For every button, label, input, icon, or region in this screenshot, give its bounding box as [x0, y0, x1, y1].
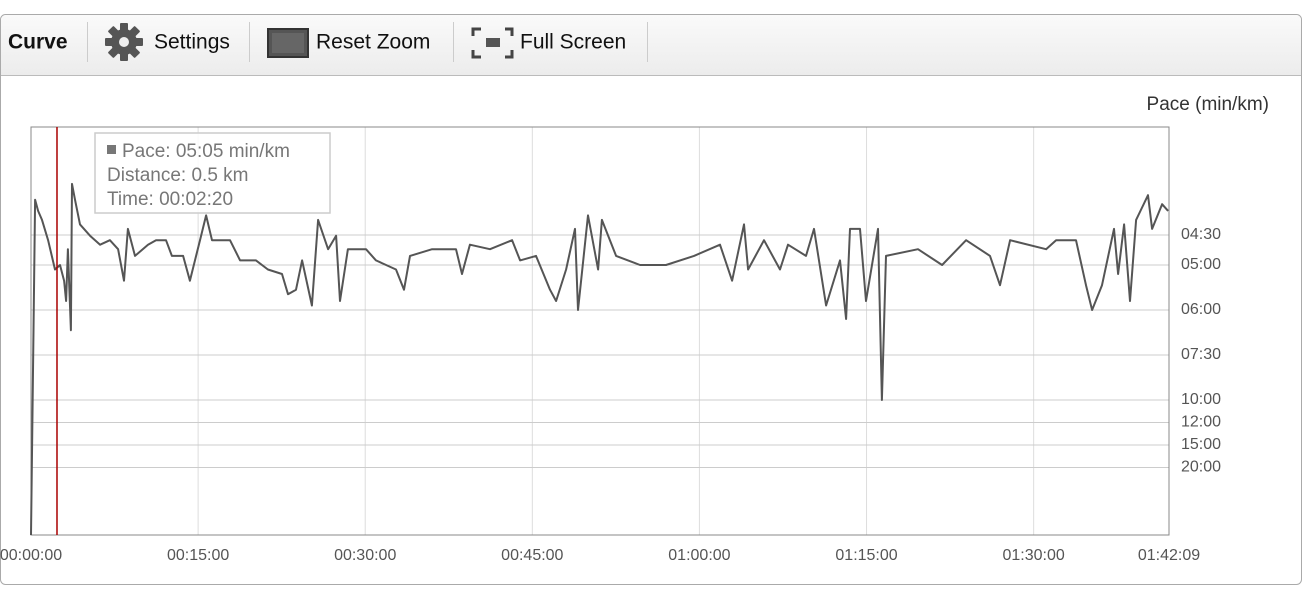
tooltip-text: Pace: 05:05 min/km [122, 141, 290, 162]
full-screen-button[interactable]: Full Screen [520, 31, 626, 54]
settings-icon[interactable] [105, 23, 143, 61]
y-tick-label: 06:00 [1181, 301, 1221, 318]
x-tick-label: 00:00:00 [0, 547, 62, 564]
x-tick-label: 00:15:00 [167, 547, 229, 564]
x-tick-label: 01:00:00 [668, 547, 730, 564]
full-screen-icon[interactable] [471, 27, 514, 59]
curve-button[interactable]: Curve [8, 31, 68, 54]
y-tick-label: 12:00 [1181, 414, 1221, 431]
pace-line [30, 182, 1169, 536]
y-tick-label: 10:00 [1181, 391, 1221, 408]
y-tick-label: 04:30 [1181, 226, 1221, 243]
x-tick-label: 01:15:00 [835, 547, 897, 564]
tooltip-text: Time: 00:02:20 [107, 189, 233, 210]
toolbar [1, 15, 1301, 75]
x-tick-label: 01:42:09 [1138, 547, 1200, 564]
x-tick-label: 01:30:00 [1003, 547, 1065, 564]
y-tick-label: 15:00 [1181, 436, 1221, 453]
y-tick-label: 20:00 [1181, 459, 1221, 476]
tooltip-marker [107, 145, 116, 154]
y-tick-label: 05:00 [1181, 256, 1221, 273]
reset-zoom-button[interactable]: Reset Zoom [316, 31, 430, 54]
tooltip-text: Distance: 0.5 km [107, 165, 249, 186]
chart: 00:00:00 00:15:00 00:30:00 00:45:00 01:00:00… [0, 126, 1221, 564]
y-tick-label: 07:30 [1181, 346, 1221, 363]
x-tick-label: 00:30:00 [334, 547, 396, 564]
plot-border [30, 126, 1170, 536]
tooltip [94, 132, 331, 214]
settings-button[interactable]: Settings [154, 31, 230, 54]
reset-zoom-icon[interactable] [267, 28, 309, 58]
panel [0, 14, 1302, 585]
x-tick-label: 00:45:00 [501, 547, 563, 564]
y-axis-title: Pace (min/km) [1147, 94, 1269, 115]
